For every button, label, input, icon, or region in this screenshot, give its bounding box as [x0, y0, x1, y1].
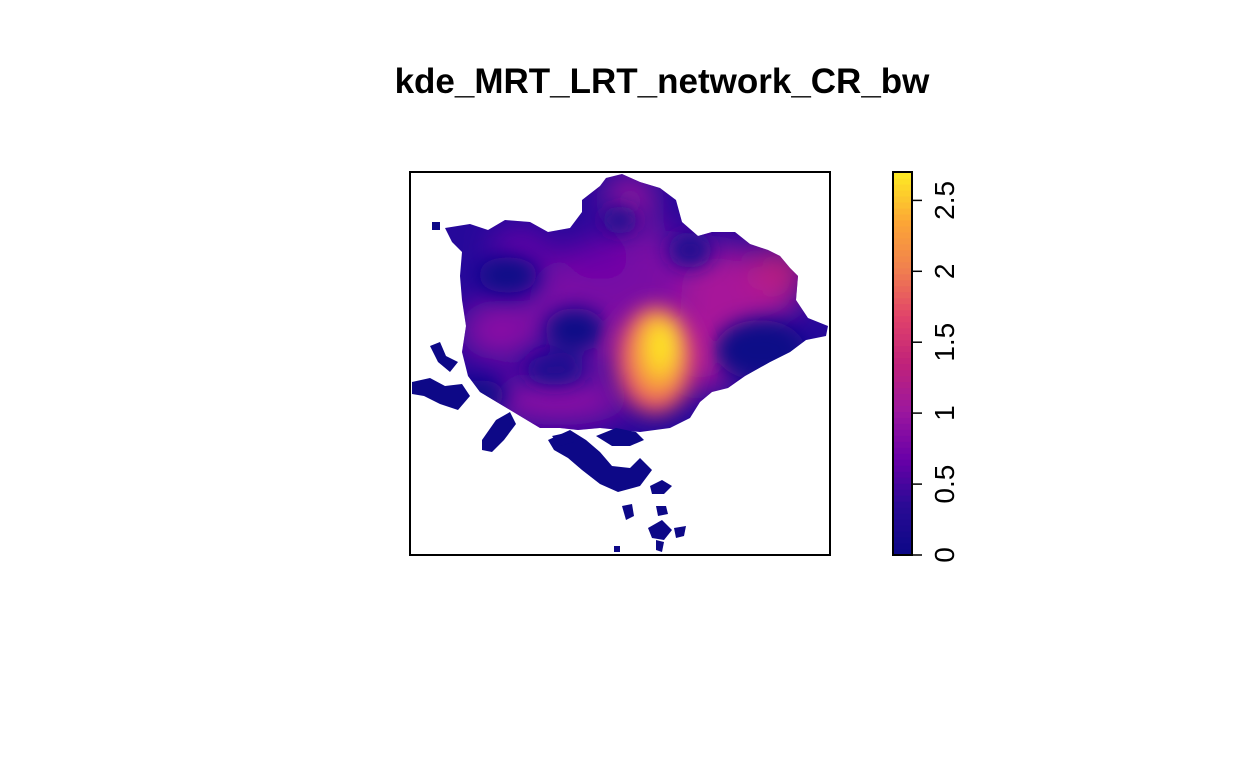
legend-color-band [893, 285, 912, 293]
legend-color-band [893, 201, 912, 209]
legend-color-band [893, 267, 912, 275]
legend-color-band [893, 435, 912, 442]
legend-color-band [893, 225, 912, 233]
legend-color-band [893, 381, 912, 389]
legend-color-band [893, 255, 912, 263]
plot-border [409, 171, 831, 556]
legend-color-band [893, 321, 912, 329]
legend-color-band [893, 291, 912, 299]
legend-color-band [893, 273, 912, 281]
legend-color-band [893, 172, 912, 179]
legend-color-band [893, 339, 912, 347]
legend-color-band [893, 279, 912, 287]
legend-color-band [893, 315, 912, 323]
legend-color-band [893, 459, 912, 466]
legend-color-band [893, 393, 912, 400]
legend-color-band [893, 189, 912, 197]
legend-color-band [893, 231, 912, 239]
color-legend: 0 0.5 1 1.5 2 2.5 [892, 171, 960, 563]
legend-color-band [893, 303, 912, 311]
legend-color-band [893, 525, 912, 532]
legend-tick-label: 0.5 [929, 465, 960, 504]
density-map [409, 171, 831, 556]
legend-tick-label: 2.5 [929, 181, 960, 220]
legend-color-band [893, 249, 912, 257]
legend-color-band [893, 363, 912, 371]
legend-color-band [893, 177, 912, 185]
legend-color-band [893, 399, 912, 406]
legend-tick-label: 1 [929, 405, 960, 421]
legend-color-band [893, 309, 912, 317]
legend-color-band [893, 405, 912, 412]
legend-color-band [893, 519, 912, 526]
legend-axis: 0 0.5 1 1.5 2 2.5 [912, 181, 960, 563]
island-fragments [412, 222, 686, 552]
legend-color-band [893, 351, 912, 359]
legend-color-band [893, 183, 912, 191]
legend-color-band [893, 501, 912, 508]
legend-color-band [893, 237, 912, 245]
legend-color-band [893, 213, 912, 221]
legend-color-band [893, 447, 912, 454]
legend-color-band [893, 429, 912, 436]
legend-color-band [893, 537, 912, 544]
legend-color-band [893, 423, 912, 430]
legend-color-band [893, 417, 912, 424]
legend-color-band [893, 207, 912, 215]
legend-color-band [893, 357, 912, 365]
legend-color-band [893, 513, 912, 520]
legend-color-band [893, 195, 912, 203]
legend-color-band [893, 543, 912, 550]
legend-color-band [893, 441, 912, 448]
legend-color-band [893, 411, 912, 418]
legend-tick-label: 2 [929, 264, 960, 280]
legend-color-band [893, 297, 912, 305]
legend-tick-label: 0 [929, 547, 960, 563]
legend-color-band [893, 333, 912, 341]
legend-color-band [893, 489, 912, 496]
legend-border [892, 171, 913, 556]
legend-color-band [893, 375, 912, 383]
legend-color-band [893, 453, 912, 460]
legend-color-band [893, 369, 912, 377]
legend-color-band [893, 483, 912, 490]
legend-color-band [893, 495, 912, 502]
legend-color-band [893, 387, 912, 395]
legend-color-band [893, 261, 912, 269]
legend-color-band [893, 345, 912, 353]
legend-color-band [893, 507, 912, 514]
legend-color-band [893, 549, 912, 556]
chart-title: kde_MRT_LRT_network_CR_bw [395, 62, 931, 101]
legend-color-band [893, 465, 912, 472]
legend-color-band [893, 327, 912, 335]
legend-color-band [893, 531, 912, 538]
legend-color-band [893, 471, 912, 478]
legend-colorbar [893, 172, 912, 556]
legend-tick-label: 1.5 [929, 323, 960, 362]
legend-color-band [893, 219, 912, 227]
legend-color-band [893, 243, 912, 251]
legend-color-band [893, 477, 912, 484]
